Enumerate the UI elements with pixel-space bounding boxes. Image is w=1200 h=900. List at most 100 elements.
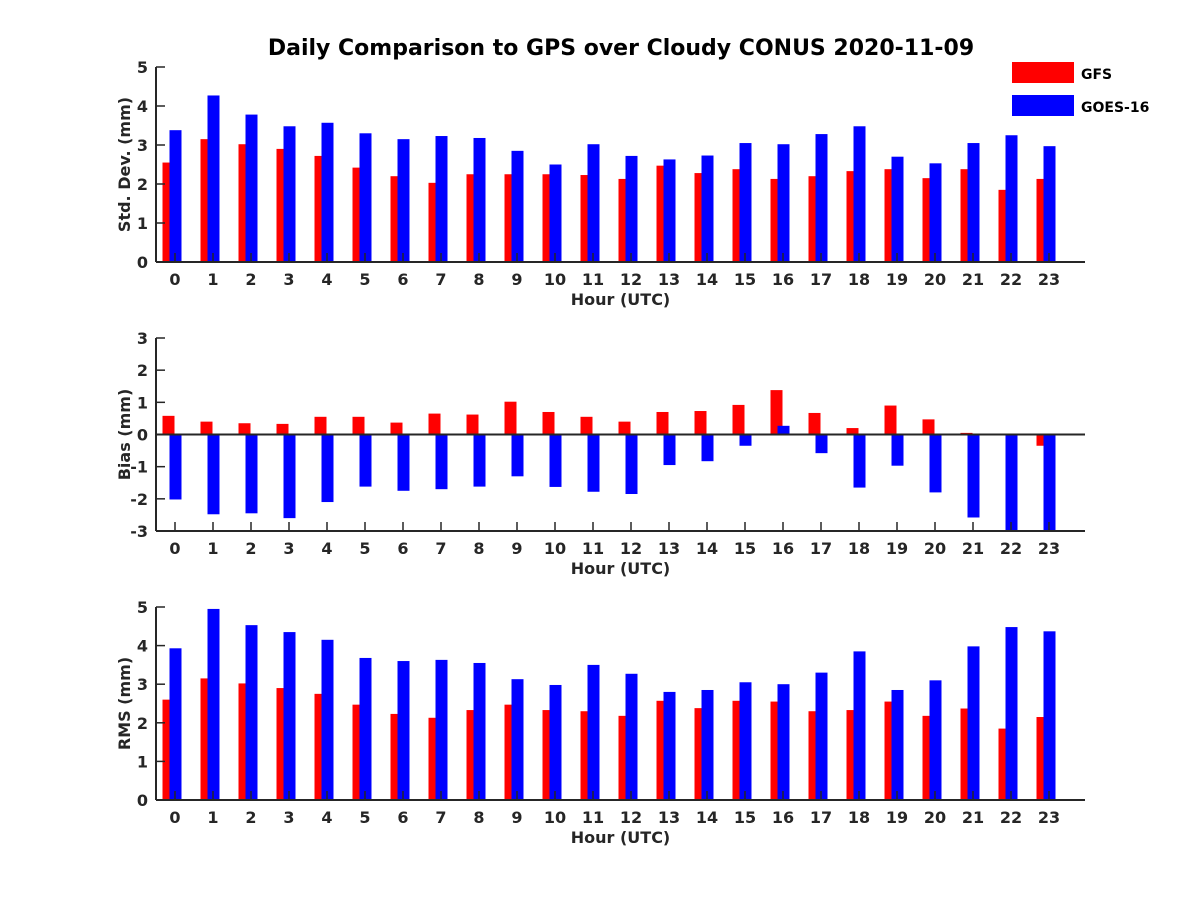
bias-bar-goes16-16 xyxy=(777,425,790,435)
bias-x-tick-label: 10 xyxy=(544,539,566,558)
rms-y-tick-label: 5 xyxy=(137,598,148,617)
std-dev-bar-goes16-16 xyxy=(777,144,790,262)
rms-bar-goes16-23 xyxy=(1043,631,1056,800)
bias-x-tick-label: 2 xyxy=(245,539,256,558)
rms-y-tick-label: 1 xyxy=(137,752,148,771)
bias-x-tick-label: 8 xyxy=(473,539,484,558)
bias-bar-goes16-15 xyxy=(739,434,752,446)
rms-bar-goes16-7 xyxy=(435,659,448,800)
std-dev-x-tick-label: 10 xyxy=(544,270,566,289)
rms-x-tick-label: 13 xyxy=(658,808,680,827)
std-dev-bar-goes16-22 xyxy=(1005,135,1018,262)
rms-bar-goes16-15 xyxy=(739,682,752,800)
bias-bar-gfs-2 xyxy=(238,423,251,435)
rms-bar-goes16-3 xyxy=(283,632,296,800)
bias-x-tick-label: 17 xyxy=(810,539,832,558)
std-dev-x-tick-label: 1 xyxy=(207,270,218,289)
bias-bar-goes16-9 xyxy=(511,434,524,477)
std-dev-x-tick-label: 5 xyxy=(359,270,370,289)
rms-bar-goes16-14 xyxy=(701,689,714,800)
rms-bar-goes16-9 xyxy=(511,679,524,800)
bias-y-tick-label: 3 xyxy=(137,329,148,348)
std-dev-y-tick-label: 2 xyxy=(137,175,148,194)
std-dev-bar-goes16-13 xyxy=(663,159,676,262)
std-dev-x-tick-label: 21 xyxy=(962,270,984,289)
legend-swatch-gfs xyxy=(1012,62,1074,83)
std-dev-y-tick-label: 0 xyxy=(137,253,148,272)
bias-bar-gfs-17 xyxy=(808,412,821,435)
rms-bar-goes16-4 xyxy=(321,639,334,800)
std-dev-x-tick-label: 17 xyxy=(810,270,832,289)
bias-bar-goes16-5 xyxy=(359,434,372,487)
rms-bar-goes16-17 xyxy=(815,672,828,800)
std-dev-bar-goes16-10 xyxy=(549,164,562,262)
std-dev-x-tick-label: 6 xyxy=(397,270,408,289)
bias-bar-gfs-4 xyxy=(314,416,327,435)
rms-y-tick-label: 0 xyxy=(137,791,148,810)
bias-x-tick-label: 7 xyxy=(435,539,446,558)
bias-bar-gfs-18 xyxy=(846,428,859,435)
bias-bar-gfs-12 xyxy=(618,421,631,435)
rms-x-tick-label: 7 xyxy=(435,808,446,827)
bias-x-tick-label: 11 xyxy=(582,539,604,558)
rms-bar-goes16-19 xyxy=(891,689,904,800)
std-dev-bar-goes16-14 xyxy=(701,155,714,262)
bias-bar-gfs-23 xyxy=(1036,434,1049,446)
rms-bar-goes16-2 xyxy=(245,625,258,800)
rms-x-tick-label: 23 xyxy=(1038,808,1060,827)
bias-y-tick-label: 2 xyxy=(137,361,148,380)
std-dev-bar-goes16-12 xyxy=(625,155,638,262)
rms-bar-goes16-1 xyxy=(207,608,220,800)
bias-bar-goes16-11 xyxy=(587,434,600,492)
bias-bar-goes16-6 xyxy=(397,434,410,491)
bias-bar-gfs-9 xyxy=(504,401,517,435)
std-dev-bar-goes16-17 xyxy=(815,134,828,262)
bias-x-tick-label: 5 xyxy=(359,539,370,558)
rms-x-tick-label: 2 xyxy=(245,808,256,827)
bias-x-tick-label: 3 xyxy=(283,539,294,558)
bias-x-tick-label: 14 xyxy=(696,539,718,558)
bias-bar-goes16-3 xyxy=(283,434,296,519)
rms-x-tick-label: 4 xyxy=(321,808,332,827)
bias-x-tick-label: 20 xyxy=(924,539,946,558)
rms-x-tick-label: 3 xyxy=(283,808,294,827)
std-dev-x-tick-label: 22 xyxy=(1000,270,1022,289)
std-dev-x-tick-label: 0 xyxy=(169,270,180,289)
std-dev-x-tick-label: 7 xyxy=(435,270,446,289)
std-dev-bar-goes16-21 xyxy=(967,143,980,262)
rms-x-tick-label: 0 xyxy=(169,808,180,827)
rms-bar-goes16-11 xyxy=(587,664,600,800)
bias-x-tick-label: 18 xyxy=(848,539,870,558)
bias-x-axis-label: Hour (UTC) xyxy=(571,559,671,578)
bias-x-tick-label: 21 xyxy=(962,539,984,558)
rms-x-tick-label: 14 xyxy=(696,808,718,827)
bias-x-tick-label: 6 xyxy=(397,539,408,558)
bias-bar-gfs-1 xyxy=(200,421,213,435)
rms-bar-goes16-8 xyxy=(473,662,486,800)
rms-bar-goes16-0 xyxy=(169,648,182,800)
bias-bar-gfs-6 xyxy=(390,422,403,435)
std-dev-bar-goes16-18 xyxy=(853,126,866,262)
std-dev-x-tick-label: 23 xyxy=(1038,270,1060,289)
bias-bar-goes16-23 xyxy=(1043,434,1056,531)
std-dev-y-tick-label: 3 xyxy=(137,136,148,155)
std-dev-bar-goes16-4 xyxy=(321,122,334,263)
bias-bar-goes16-8 xyxy=(473,434,486,487)
bias-x-tick-label: 19 xyxy=(886,539,908,558)
std-dev-bar-goes16-11 xyxy=(587,144,600,262)
bias-bar-gfs-16 xyxy=(770,390,783,435)
rms-bar-goes16-22 xyxy=(1005,627,1018,800)
std-dev-bar-goes16-20 xyxy=(929,163,942,262)
bias-bar-gfs-13 xyxy=(656,411,669,435)
rms-x-tick-label: 19 xyxy=(886,808,908,827)
std-dev-y-axis-label: Std. Dev. (mm) xyxy=(115,97,134,232)
legend-label-gfs: GFS xyxy=(1081,67,1112,83)
bias-bar-goes16-21 xyxy=(967,434,980,518)
std-dev-bar-goes16-6 xyxy=(397,139,410,262)
bias-bar-goes16-18 xyxy=(853,434,866,488)
std-dev-bar-goes16-0 xyxy=(169,130,182,262)
rms-x-tick-label: 21 xyxy=(962,808,984,827)
rms-x-axis-label: Hour (UTC) xyxy=(571,828,671,847)
rms-bar-goes16-20 xyxy=(929,680,942,800)
